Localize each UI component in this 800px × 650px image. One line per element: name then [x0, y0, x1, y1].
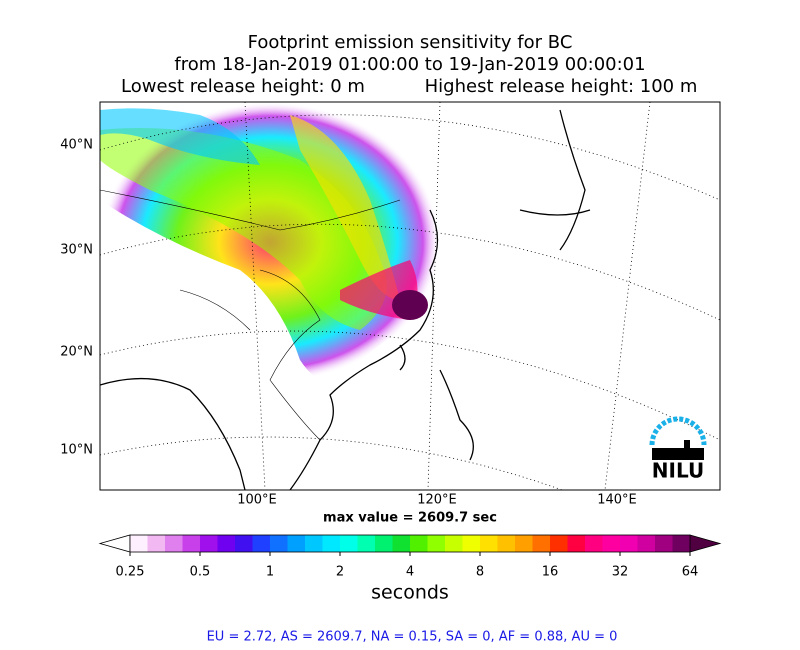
colorbar-segment	[182, 535, 201, 552]
colorbar-segment	[392, 535, 411, 552]
colorbar-tick-label: 1	[266, 565, 274, 580]
lat-label: 30°N	[60, 243, 93, 258]
nilu-logo: NILU	[649, 416, 707, 483]
lon-label: 140°E	[597, 493, 637, 508]
colorbar-tick-label: 8	[476, 565, 484, 580]
lon-label: 100°E	[237, 493, 277, 508]
colorbar-segment	[602, 535, 621, 552]
max-region	[392, 290, 428, 320]
colorbar-tick-label: 16	[542, 565, 559, 580]
colorbar-segment	[270, 535, 288, 552]
colorbar-segment	[235, 535, 253, 552]
colorbar-tick-label: 0.5	[190, 565, 211, 580]
colorbar-segment	[672, 535, 691, 552]
colorbar-label: seconds	[371, 582, 449, 604]
colorbar-segment	[410, 535, 428, 552]
colorbar-tick-label: 32	[612, 565, 629, 580]
colorbar-segment	[532, 535, 551, 552]
title-line: Footprint emission sensitivity for BC	[248, 32, 573, 53]
colorbar-tick-label: 0.25	[116, 565, 145, 580]
colorbar-segment	[322, 535, 341, 552]
logo-text: NILU	[652, 459, 704, 483]
colorbar-segment	[165, 535, 183, 552]
colorbar-segment	[147, 535, 166, 552]
colorbar-segment	[305, 535, 323, 552]
lat-label: 10°N	[60, 443, 93, 458]
lat-label: 20°N	[60, 345, 93, 360]
lat-label: 40°N	[60, 138, 93, 153]
colorbar-under	[98, 534, 131, 553]
map-frame	[99, 101, 721, 491]
release-low: Lowest release height: 0 m	[121, 76, 365, 97]
colorbar-over	[689, 534, 722, 553]
colorbar-segment	[585, 535, 603, 552]
colorbar-segment	[357, 535, 376, 552]
colorbar-segment	[620, 535, 638, 552]
colorbar-segment	[287, 535, 306, 552]
colorbar-segment	[445, 535, 463, 552]
colorbar-segment	[462, 535, 481, 552]
graticule	[100, 102, 720, 490]
map: NILU	[100, 102, 720, 490]
colorbar-segment	[550, 535, 568, 552]
colorbar-segment	[340, 535, 358, 552]
colorbar-tick-label: 2	[336, 565, 344, 580]
colorbar-tick-label: 64	[682, 565, 699, 580]
colorbar-segment	[200, 535, 218, 552]
lon-label: 120°E	[417, 493, 457, 508]
release-high: Highest release height: 100 m	[425, 76, 698, 97]
colorbar-segment	[427, 535, 446, 552]
borders	[100, 189, 401, 441]
footer: EU = 2.72, AS = 2609.7, NA = 0.15, SA = …	[207, 630, 618, 645]
title-line: from 18-Jan-2019 01:00:00 to 19-Jan-2019…	[174, 54, 645, 75]
colorbar-segment	[252, 535, 271, 552]
colorbar-segment	[480, 535, 498, 552]
colorbar-segment	[375, 535, 393, 552]
colorbar-segment	[497, 535, 516, 552]
colorbar-segment	[567, 535, 586, 552]
colorbar-segment	[515, 535, 533, 552]
colorbar-tick-label: 4	[406, 565, 414, 580]
colorbar-segment	[655, 535, 673, 552]
max-value: max value = 2609.7 sec	[323, 511, 497, 526]
colorbar-segment	[217, 535, 236, 552]
colorbar-segment	[637, 535, 656, 552]
colorbar-segment	[130, 535, 148, 552]
